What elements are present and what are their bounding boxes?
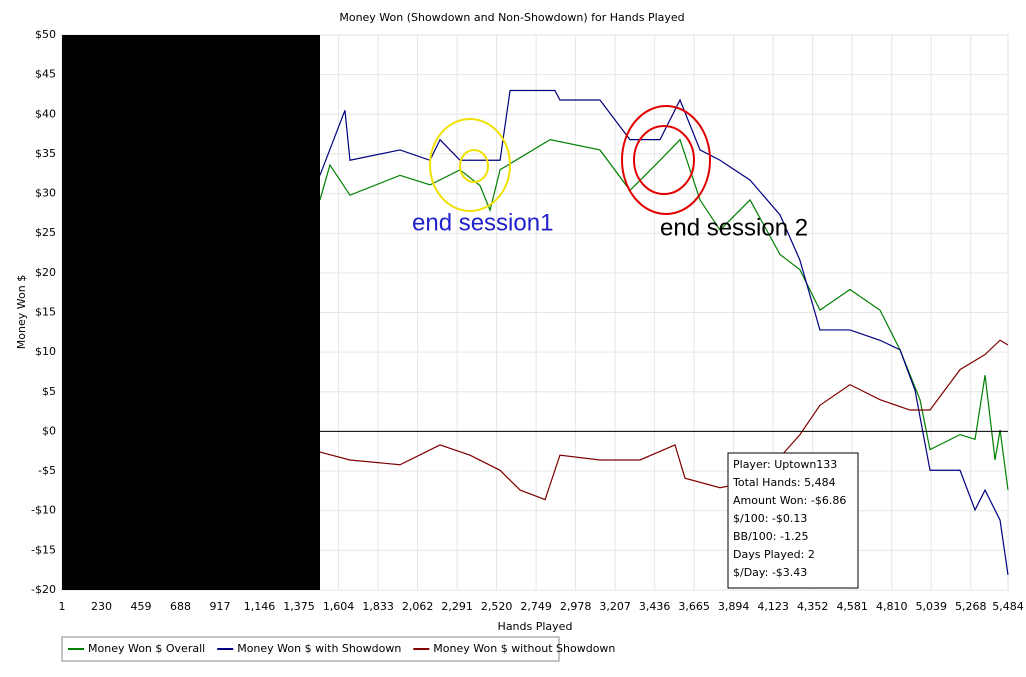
y-tick-label: $15 bbox=[35, 306, 56, 319]
x-tick-label: 1,833 bbox=[362, 600, 394, 613]
y-tick-label: $25 bbox=[35, 226, 56, 239]
annotation: end session 2 bbox=[660, 214, 808, 241]
x-tick-label: 1,375 bbox=[283, 600, 315, 613]
annotation: end session1 bbox=[412, 209, 553, 236]
x-tick-label: 4,352 bbox=[797, 600, 829, 613]
info-text: $/100: -$0.13 bbox=[733, 512, 807, 525]
y-tick-label: -$10 bbox=[31, 504, 56, 517]
y-tick-label: $35 bbox=[35, 147, 56, 160]
x-tick-label: 1 bbox=[59, 600, 66, 613]
x-tick-label: 4,581 bbox=[836, 600, 868, 613]
x-tick-label: 2,291 bbox=[441, 600, 473, 613]
info-text: Player: Uptown133 bbox=[733, 458, 837, 471]
y-tick-label: -$15 bbox=[31, 543, 56, 556]
info-text: Days Played: 2 bbox=[733, 548, 815, 561]
x-tick-label: 3,207 bbox=[599, 600, 631, 613]
y-tick-label: $0 bbox=[42, 424, 56, 437]
legend-label: Money Won $ with Showdown bbox=[237, 642, 401, 655]
x-tick-label: 2,520 bbox=[481, 600, 513, 613]
x-tick-label: 3,436 bbox=[639, 600, 671, 613]
x-tick-label: 4,123 bbox=[757, 600, 789, 613]
y-tick-label: -$20 bbox=[31, 583, 56, 596]
annotation-circle bbox=[633, 125, 695, 195]
info-text: Total Hands: 5,484 bbox=[732, 476, 836, 489]
y-tick-label: $40 bbox=[35, 107, 56, 120]
legend-label: Money Won $ Overall bbox=[88, 642, 205, 655]
x-axis-label: Hands Played bbox=[498, 620, 573, 633]
legend-box bbox=[61, 636, 560, 662]
info-text: BB/100: -1.25 bbox=[733, 530, 808, 543]
info-text: $/Day: -$3.43 bbox=[733, 566, 807, 579]
redaction bbox=[62, 35, 320, 590]
y-axis-label: Money Won $ bbox=[15, 275, 28, 349]
series-line bbox=[319, 339, 1009, 501]
x-tick-label: 2,062 bbox=[402, 600, 434, 613]
x-tick-label: 688 bbox=[170, 600, 191, 613]
x-tick-label: 5,268 bbox=[955, 600, 987, 613]
x-tick-label: 230 bbox=[91, 600, 112, 613]
y-tick-label: $50 bbox=[35, 28, 56, 41]
x-tick-label: 917 bbox=[210, 600, 231, 613]
y-tick-label: $30 bbox=[35, 187, 56, 200]
series-line bbox=[319, 89, 1009, 576]
annotation-circle bbox=[621, 105, 711, 215]
annotation-circle bbox=[429, 118, 511, 212]
annotation-circle bbox=[459, 149, 489, 183]
x-tick-label: 4,810 bbox=[876, 600, 908, 613]
y-tick-label: -$5 bbox=[38, 464, 56, 477]
x-tick-label: 5,039 bbox=[915, 600, 947, 613]
x-tick-label: 2,749 bbox=[520, 600, 552, 613]
x-tick-label: 2,978 bbox=[560, 600, 592, 613]
y-tick-label: $5 bbox=[42, 385, 56, 398]
x-tick-label: 3,665 bbox=[678, 600, 710, 613]
chart-title: Money Won (Showdown and Non-Showdown) fo… bbox=[339, 11, 684, 24]
info-box bbox=[727, 452, 859, 589]
x-tick-label: 5,484 bbox=[992, 600, 1024, 613]
y-tick-label: $20 bbox=[35, 266, 56, 279]
x-tick-label: 1,146 bbox=[244, 600, 276, 613]
y-tick-label: $10 bbox=[35, 345, 56, 358]
y-tick-label: $45 bbox=[35, 68, 56, 81]
x-tick-label: 1,604 bbox=[323, 600, 355, 613]
legend-label: Money Won $ without Showdown bbox=[433, 642, 615, 655]
info-text: Amount Won: -$6.86 bbox=[733, 494, 846, 507]
x-tick-label: 3,894 bbox=[718, 600, 750, 613]
x-tick-label: 459 bbox=[131, 600, 152, 613]
